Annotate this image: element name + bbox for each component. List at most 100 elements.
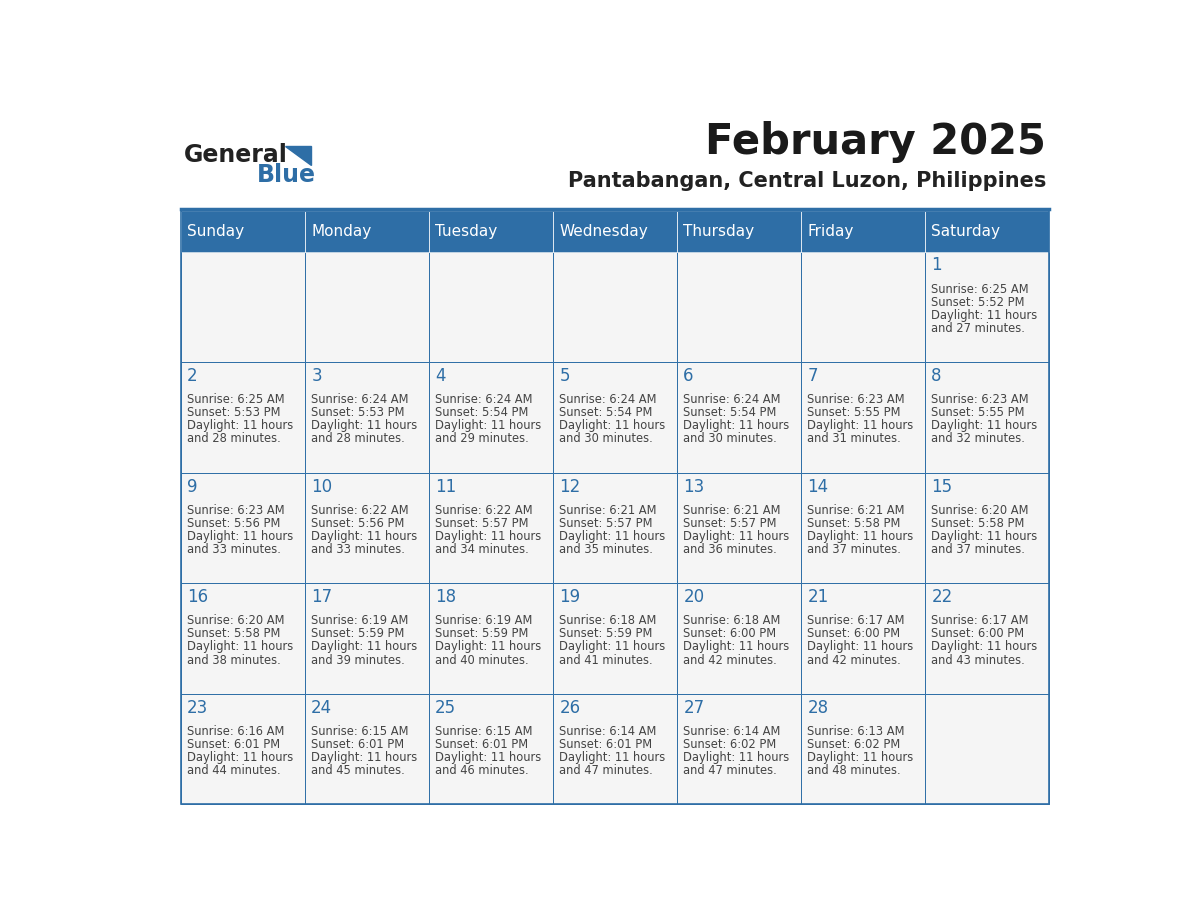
Text: Sunset: 6:01 PM: Sunset: 6:01 PM <box>188 738 280 751</box>
Text: 21: 21 <box>808 588 828 606</box>
Text: Daylight: 11 hours: Daylight: 11 hours <box>188 641 293 654</box>
FancyBboxPatch shape <box>552 694 677 804</box>
Text: Sunrise: 6:25 AM: Sunrise: 6:25 AM <box>931 283 1029 296</box>
FancyBboxPatch shape <box>677 252 801 362</box>
Text: Daylight: 11 hours: Daylight: 11 hours <box>808 641 914 654</box>
Text: Daylight: 11 hours: Daylight: 11 hours <box>435 641 542 654</box>
FancyBboxPatch shape <box>677 473 801 583</box>
Text: 7: 7 <box>808 367 817 385</box>
Text: Sunset: 6:02 PM: Sunset: 6:02 PM <box>683 738 777 751</box>
Text: 4: 4 <box>435 367 446 385</box>
Text: Sunset: 5:54 PM: Sunset: 5:54 PM <box>683 407 777 420</box>
Text: Daylight: 11 hours: Daylight: 11 hours <box>683 420 790 432</box>
FancyBboxPatch shape <box>925 694 1049 804</box>
FancyBboxPatch shape <box>305 694 429 804</box>
Text: Sunset: 6:02 PM: Sunset: 6:02 PM <box>808 738 901 751</box>
Text: 9: 9 <box>188 477 197 496</box>
Text: Pantabangan, Central Luzon, Philippines: Pantabangan, Central Luzon, Philippines <box>568 171 1047 191</box>
FancyBboxPatch shape <box>552 210 677 252</box>
Text: 19: 19 <box>560 588 581 606</box>
FancyBboxPatch shape <box>801 694 925 804</box>
FancyBboxPatch shape <box>925 210 1049 252</box>
Text: Sunset: 6:01 PM: Sunset: 6:01 PM <box>435 738 529 751</box>
Text: and 48 minutes.: and 48 minutes. <box>808 764 901 777</box>
Text: Sunrise: 6:18 AM: Sunrise: 6:18 AM <box>560 614 657 627</box>
FancyBboxPatch shape <box>925 583 1049 694</box>
Text: Sunrise: 6:23 AM: Sunrise: 6:23 AM <box>188 504 285 517</box>
Text: and 43 minutes.: and 43 minutes. <box>931 654 1025 666</box>
Text: 28: 28 <box>808 699 828 717</box>
Text: Sunset: 6:00 PM: Sunset: 6:00 PM <box>931 627 1024 641</box>
FancyBboxPatch shape <box>801 210 925 252</box>
Text: Sunset: 5:52 PM: Sunset: 5:52 PM <box>931 296 1025 308</box>
Text: Sunset: 5:59 PM: Sunset: 5:59 PM <box>435 627 529 641</box>
Text: Daylight: 11 hours: Daylight: 11 hours <box>311 641 417 654</box>
Text: Sunrise: 6:19 AM: Sunrise: 6:19 AM <box>311 614 409 627</box>
Text: Tuesday: Tuesday <box>435 224 498 239</box>
Text: Sunset: 5:54 PM: Sunset: 5:54 PM <box>435 407 529 420</box>
Text: Daylight: 11 hours: Daylight: 11 hours <box>311 420 417 432</box>
FancyBboxPatch shape <box>801 252 925 362</box>
Text: Daylight: 11 hours: Daylight: 11 hours <box>683 530 790 543</box>
FancyBboxPatch shape <box>677 583 801 694</box>
Text: Sunrise: 6:15 AM: Sunrise: 6:15 AM <box>435 725 532 738</box>
Text: Sunrise: 6:19 AM: Sunrise: 6:19 AM <box>435 614 532 627</box>
Text: Sunrise: 6:24 AM: Sunrise: 6:24 AM <box>435 393 532 406</box>
Text: and 29 minutes.: and 29 minutes. <box>435 432 529 445</box>
Text: Daylight: 11 hours: Daylight: 11 hours <box>683 641 790 654</box>
Text: Sunrise: 6:17 AM: Sunrise: 6:17 AM <box>931 614 1029 627</box>
Text: February 2025: February 2025 <box>706 121 1047 163</box>
FancyBboxPatch shape <box>552 362 677 473</box>
Text: General: General <box>183 143 287 167</box>
Text: Daylight: 11 hours: Daylight: 11 hours <box>683 751 790 764</box>
Text: and 46 minutes.: and 46 minutes. <box>435 764 529 777</box>
Text: Sunrise: 6:23 AM: Sunrise: 6:23 AM <box>931 393 1029 406</box>
Text: Daylight: 11 hours: Daylight: 11 hours <box>560 751 665 764</box>
FancyBboxPatch shape <box>181 694 305 804</box>
FancyBboxPatch shape <box>677 210 801 252</box>
Text: and 36 minutes.: and 36 minutes. <box>683 543 777 556</box>
Text: Daylight: 11 hours: Daylight: 11 hours <box>808 751 914 764</box>
Text: Daylight: 11 hours: Daylight: 11 hours <box>808 530 914 543</box>
Text: Sunrise: 6:24 AM: Sunrise: 6:24 AM <box>683 393 781 406</box>
Text: Sunrise: 6:23 AM: Sunrise: 6:23 AM <box>808 393 905 406</box>
Text: Sunrise: 6:14 AM: Sunrise: 6:14 AM <box>560 725 657 738</box>
Text: Daylight: 11 hours: Daylight: 11 hours <box>311 751 417 764</box>
Text: Sunset: 6:01 PM: Sunset: 6:01 PM <box>560 738 652 751</box>
Text: 26: 26 <box>560 699 581 717</box>
Text: 8: 8 <box>931 367 942 385</box>
Text: Sunset: 5:58 PM: Sunset: 5:58 PM <box>188 627 280 641</box>
Text: 12: 12 <box>560 477 581 496</box>
Text: Daylight: 11 hours: Daylight: 11 hours <box>188 530 293 543</box>
Text: 15: 15 <box>931 477 953 496</box>
Text: Daylight: 11 hours: Daylight: 11 hours <box>188 420 293 432</box>
FancyBboxPatch shape <box>181 362 305 473</box>
Text: and 38 minutes.: and 38 minutes. <box>188 654 280 666</box>
Text: Sunset: 5:56 PM: Sunset: 5:56 PM <box>188 517 280 530</box>
Text: 17: 17 <box>311 588 333 606</box>
Text: 2: 2 <box>188 367 197 385</box>
Text: and 37 minutes.: and 37 minutes. <box>931 543 1025 556</box>
Text: Sunset: 5:56 PM: Sunset: 5:56 PM <box>311 517 405 530</box>
Text: Sunset: 5:55 PM: Sunset: 5:55 PM <box>931 407 1025 420</box>
FancyBboxPatch shape <box>305 210 429 252</box>
Text: Daylight: 11 hours: Daylight: 11 hours <box>808 420 914 432</box>
FancyBboxPatch shape <box>429 583 552 694</box>
Text: Sunset: 5:53 PM: Sunset: 5:53 PM <box>311 407 405 420</box>
Text: Daylight: 11 hours: Daylight: 11 hours <box>435 751 542 764</box>
Text: and 42 minutes.: and 42 minutes. <box>683 654 777 666</box>
Text: Sunset: 6:00 PM: Sunset: 6:00 PM <box>683 627 777 641</box>
Text: and 35 minutes.: and 35 minutes. <box>560 543 653 556</box>
Text: Daylight: 11 hours: Daylight: 11 hours <box>931 420 1037 432</box>
Text: 5: 5 <box>560 367 570 385</box>
Text: and 42 minutes.: and 42 minutes. <box>808 654 901 666</box>
FancyBboxPatch shape <box>552 473 677 583</box>
Text: Sunrise: 6:25 AM: Sunrise: 6:25 AM <box>188 393 285 406</box>
Text: Sunset: 5:58 PM: Sunset: 5:58 PM <box>808 517 901 530</box>
Text: 27: 27 <box>683 699 704 717</box>
Text: and 40 minutes.: and 40 minutes. <box>435 654 529 666</box>
Text: Daylight: 11 hours: Daylight: 11 hours <box>188 751 293 764</box>
Text: Sunrise: 6:14 AM: Sunrise: 6:14 AM <box>683 725 781 738</box>
Text: Wednesday: Wednesday <box>560 224 647 239</box>
Text: 16: 16 <box>188 588 208 606</box>
